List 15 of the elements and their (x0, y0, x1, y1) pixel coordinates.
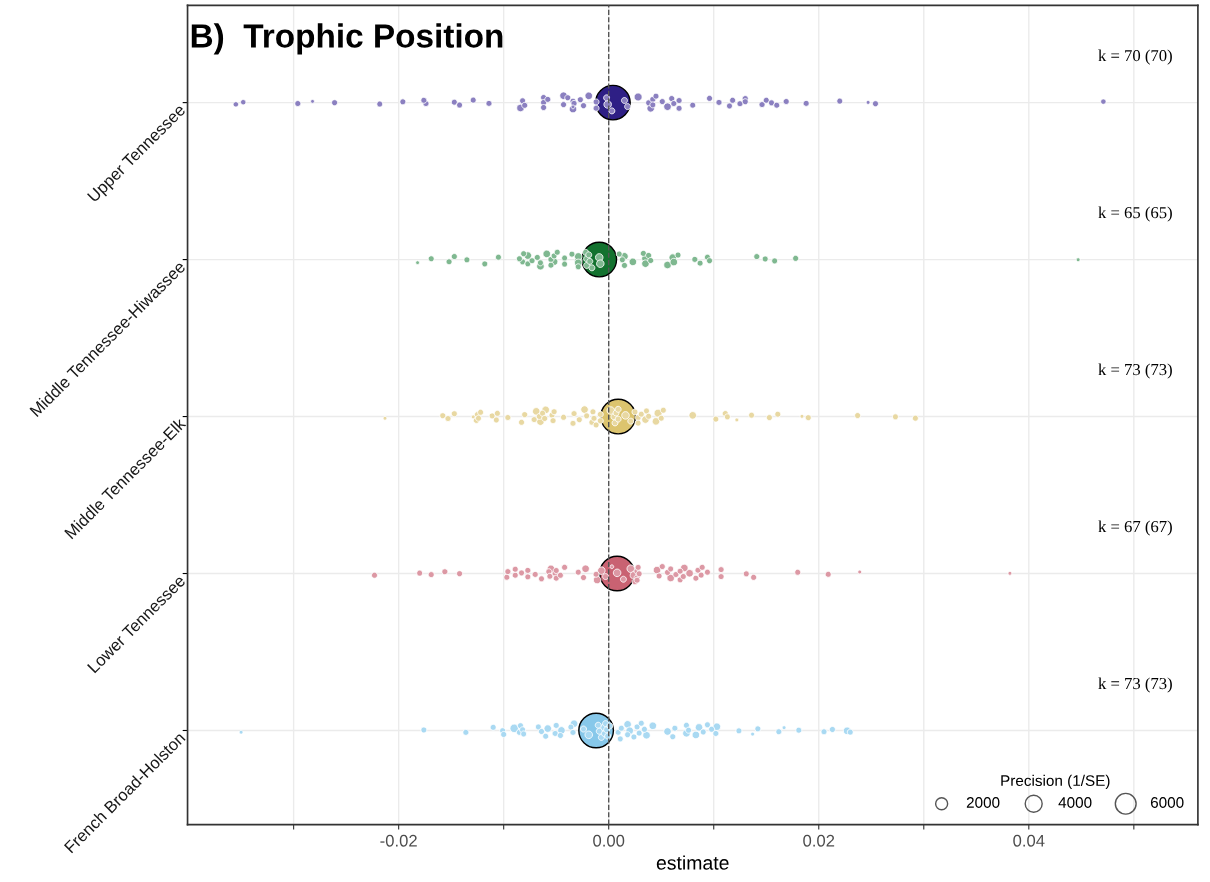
annotation: k = 73 (73) (1098, 363, 1172, 379)
annotation: k = 70 (70) (1098, 49, 1172, 65)
legend-label: 4000 (1058, 797, 1092, 808)
x-tick-label: 0.00 (593, 834, 625, 847)
legend-label: 6000 (1150, 797, 1184, 808)
x-tick-label: 0.02 (803, 834, 835, 847)
legend-title: Precision (1/SE) (1001, 774, 1110, 790)
x-axis-title: estimate (656, 855, 729, 870)
text: B) Trophic Position (191, 23, 503, 55)
legend-label: 2000 (966, 797, 1000, 808)
annotation: k = 73 (73) (1098, 677, 1172, 693)
annotation: k = 65 (65) (1098, 206, 1172, 222)
annotation: k = 67 (67) (1098, 520, 1172, 536)
x-tick-label: 0.04 (1013, 834, 1045, 847)
x-tick-label: -0.02 (380, 834, 417, 847)
